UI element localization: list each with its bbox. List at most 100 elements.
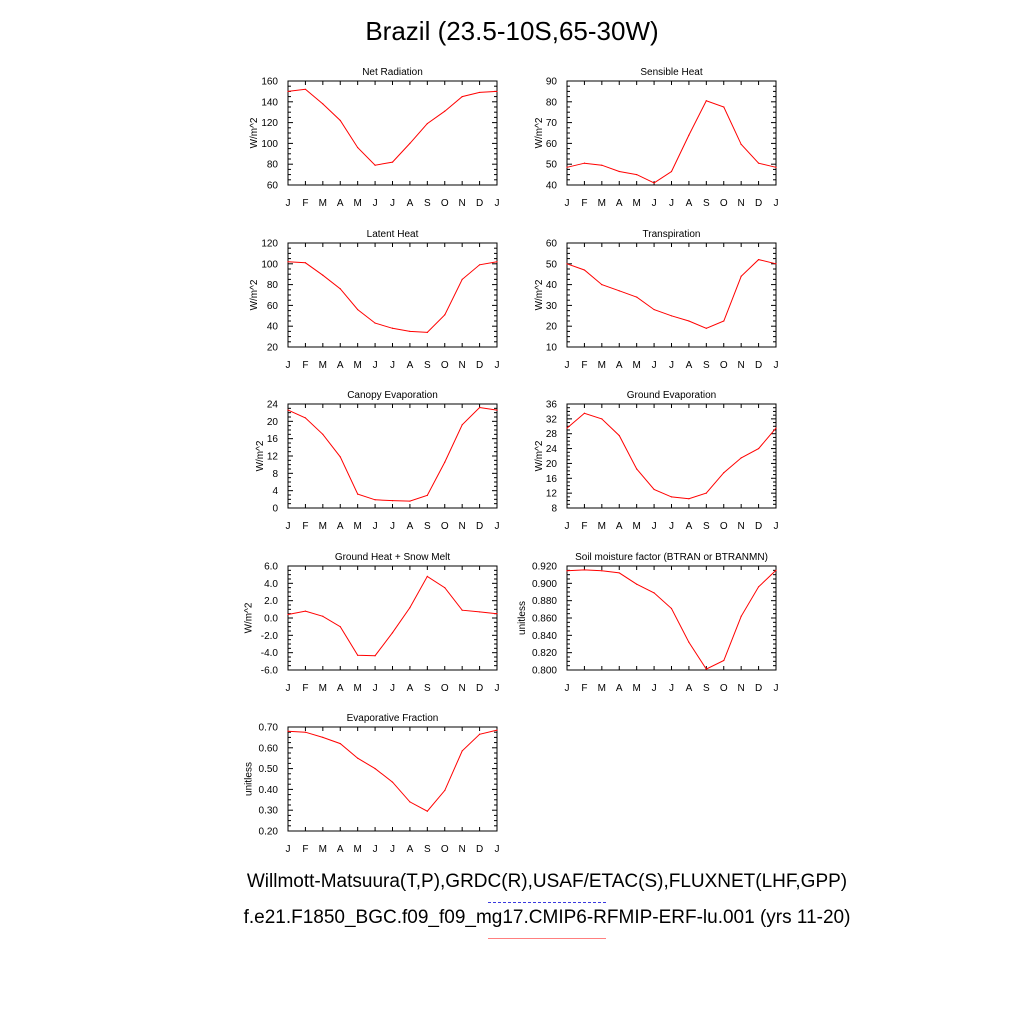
y-tick-label: 0.920 bbox=[532, 562, 557, 573]
data-point bbox=[705, 100, 707, 102]
data-point bbox=[391, 500, 394, 502]
data-point bbox=[357, 654, 359, 656]
y-tick-label: -2.0 bbox=[261, 631, 279, 642]
data-point bbox=[653, 592, 655, 594]
data-point bbox=[636, 296, 638, 298]
x-tick-label: S bbox=[424, 521, 431, 532]
data-point bbox=[357, 757, 359, 759]
plot-frame bbox=[287, 565, 498, 671]
plot-frame bbox=[566, 242, 777, 348]
data-point bbox=[444, 789, 446, 792]
data-point bbox=[426, 810, 428, 812]
y-tick-label: 0.880 bbox=[532, 596, 557, 607]
data-point bbox=[496, 409, 498, 411]
x-tick-label: A bbox=[686, 198, 693, 209]
panel-title: Soil moisture factor (BTRAN or BTRANMN) bbox=[575, 552, 768, 563]
y-tick-label: 6.0 bbox=[264, 562, 278, 573]
y-tick-label: 60 bbox=[546, 239, 558, 250]
y-tick-label: 0.900 bbox=[532, 579, 557, 590]
plot-frame bbox=[566, 80, 777, 186]
y-tick-label: 120 bbox=[261, 118, 278, 129]
data-point bbox=[339, 743, 341, 745]
y-axis-label: W/m^2 bbox=[534, 279, 545, 310]
y-tick-label: 30 bbox=[546, 301, 558, 312]
x-tick-label: J bbox=[390, 521, 395, 532]
x-tick-label: J bbox=[286, 360, 291, 371]
x-tick-label: D bbox=[755, 198, 762, 209]
x-tick-label: D bbox=[476, 844, 483, 855]
y-tick-label: 120 bbox=[261, 239, 278, 250]
x-tick-label: A bbox=[616, 683, 623, 694]
plot-frame bbox=[287, 80, 498, 186]
y-axis-label: W/m^2 bbox=[249, 117, 260, 148]
data-point bbox=[670, 496, 673, 498]
data-point bbox=[601, 284, 603, 286]
x-tick-label: J bbox=[495, 683, 500, 694]
y-tick-label: 0.0 bbox=[264, 614, 278, 625]
y-tick-label: 0.70 bbox=[259, 723, 279, 734]
panel-title: Net Radiation bbox=[362, 67, 423, 78]
data-point bbox=[322, 103, 324, 105]
y-tick-label: 140 bbox=[261, 97, 278, 108]
x-tick-label: S bbox=[703, 683, 710, 694]
x-tick-label: M bbox=[632, 683, 640, 694]
x-tick-label: O bbox=[441, 844, 449, 855]
x-tick-label: M bbox=[353, 521, 361, 532]
y-tick-label: 100 bbox=[261, 139, 278, 150]
x-tick-label: A bbox=[686, 683, 693, 694]
panel-title: Evaporative Fraction bbox=[347, 713, 439, 724]
y-tick-label: 10 bbox=[546, 343, 558, 354]
x-tick-label: D bbox=[476, 521, 483, 532]
panel-title: Sensible Heat bbox=[640, 67, 702, 78]
series-line bbox=[287, 88, 498, 166]
series-line bbox=[566, 569, 777, 670]
data-point bbox=[478, 406, 481, 409]
data-point bbox=[357, 308, 359, 311]
data-point bbox=[374, 499, 376, 501]
y-tick-label: 8 bbox=[551, 504, 557, 515]
x-tick-label: M bbox=[632, 360, 640, 371]
data-point bbox=[304, 731, 307, 733]
x-tick-label: J bbox=[774, 683, 779, 694]
data-point bbox=[304, 88, 307, 90]
x-tick-label: D bbox=[476, 683, 483, 694]
data-point bbox=[496, 729, 498, 731]
data-point bbox=[775, 263, 777, 265]
data-point bbox=[757, 586, 760, 588]
x-tick-label: A bbox=[337, 521, 344, 532]
series-line bbox=[566, 259, 777, 329]
data-point bbox=[461, 750, 463, 752]
data-point bbox=[583, 269, 586, 271]
y-tick-label: 160 bbox=[261, 77, 278, 88]
x-tick-label: M bbox=[319, 360, 327, 371]
y-tick-label: 0.820 bbox=[532, 648, 557, 659]
x-tick-label: J bbox=[390, 683, 395, 694]
y-tick-label: 24 bbox=[546, 444, 558, 455]
panel-transpiration: J F M A M J J A S O N D J102030405060TranspirationW/… bbox=[534, 229, 779, 371]
x-tick-label: J bbox=[390, 844, 395, 855]
data-point bbox=[566, 570, 568, 572]
x-tick-label: A bbox=[337, 360, 344, 371]
data-point bbox=[705, 327, 707, 329]
x-tick-label: J bbox=[495, 844, 500, 855]
x-tick-label: D bbox=[476, 360, 483, 371]
x-tick-label: M bbox=[598, 360, 606, 371]
data-point bbox=[444, 461, 446, 463]
x-tick-label: A bbox=[407, 521, 414, 532]
series-line bbox=[287, 406, 498, 502]
data-point bbox=[426, 123, 428, 125]
x-tick-label: A bbox=[337, 844, 344, 855]
data-point bbox=[287, 613, 289, 616]
y-axis-label: W/m^2 bbox=[534, 440, 545, 471]
data-point bbox=[391, 781, 394, 783]
y-tick-label: 12 bbox=[546, 489, 558, 500]
data-point bbox=[304, 417, 307, 419]
data-point bbox=[618, 434, 620, 437]
x-tick-label: A bbox=[407, 683, 414, 694]
data-point bbox=[496, 261, 498, 263]
plot-frame bbox=[287, 403, 498, 509]
data-point bbox=[339, 119, 341, 122]
